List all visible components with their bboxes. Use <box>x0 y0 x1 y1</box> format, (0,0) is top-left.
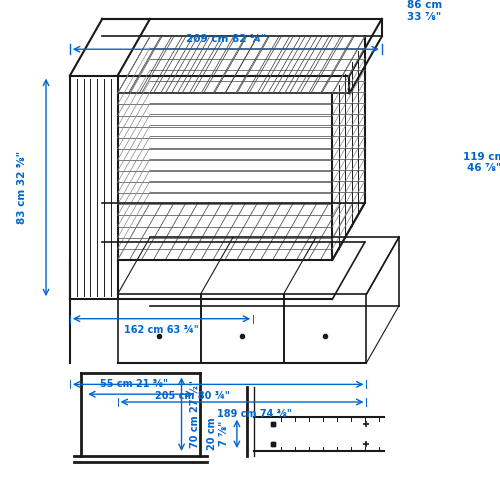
Text: 119 cm
46 ⅞": 119 cm 46 ⅞" <box>463 152 500 173</box>
Text: 86 cm
33 ⅞": 86 cm 33 ⅞" <box>407 0 442 22</box>
Text: 205 cm 80 ¾": 205 cm 80 ¾" <box>155 391 230 401</box>
Text: 162 cm 63 ¾": 162 cm 63 ¾" <box>124 326 199 336</box>
Text: 83 cm 32 ⅝": 83 cm 32 ⅝" <box>17 151 27 224</box>
Text: 70 cm 27 ½": 70 cm 27 ½" <box>190 380 200 448</box>
Text: 20 cm
7 ⅞": 20 cm 7 ⅞" <box>208 418 229 450</box>
Text: 209 cm 82 ¼": 209 cm 82 ¼" <box>186 34 266 44</box>
Text: 189 cm 74 ⅜": 189 cm 74 ⅜" <box>218 409 292 419</box>
Text: 55 cm 21 ⅝": 55 cm 21 ⅝" <box>100 380 168 390</box>
